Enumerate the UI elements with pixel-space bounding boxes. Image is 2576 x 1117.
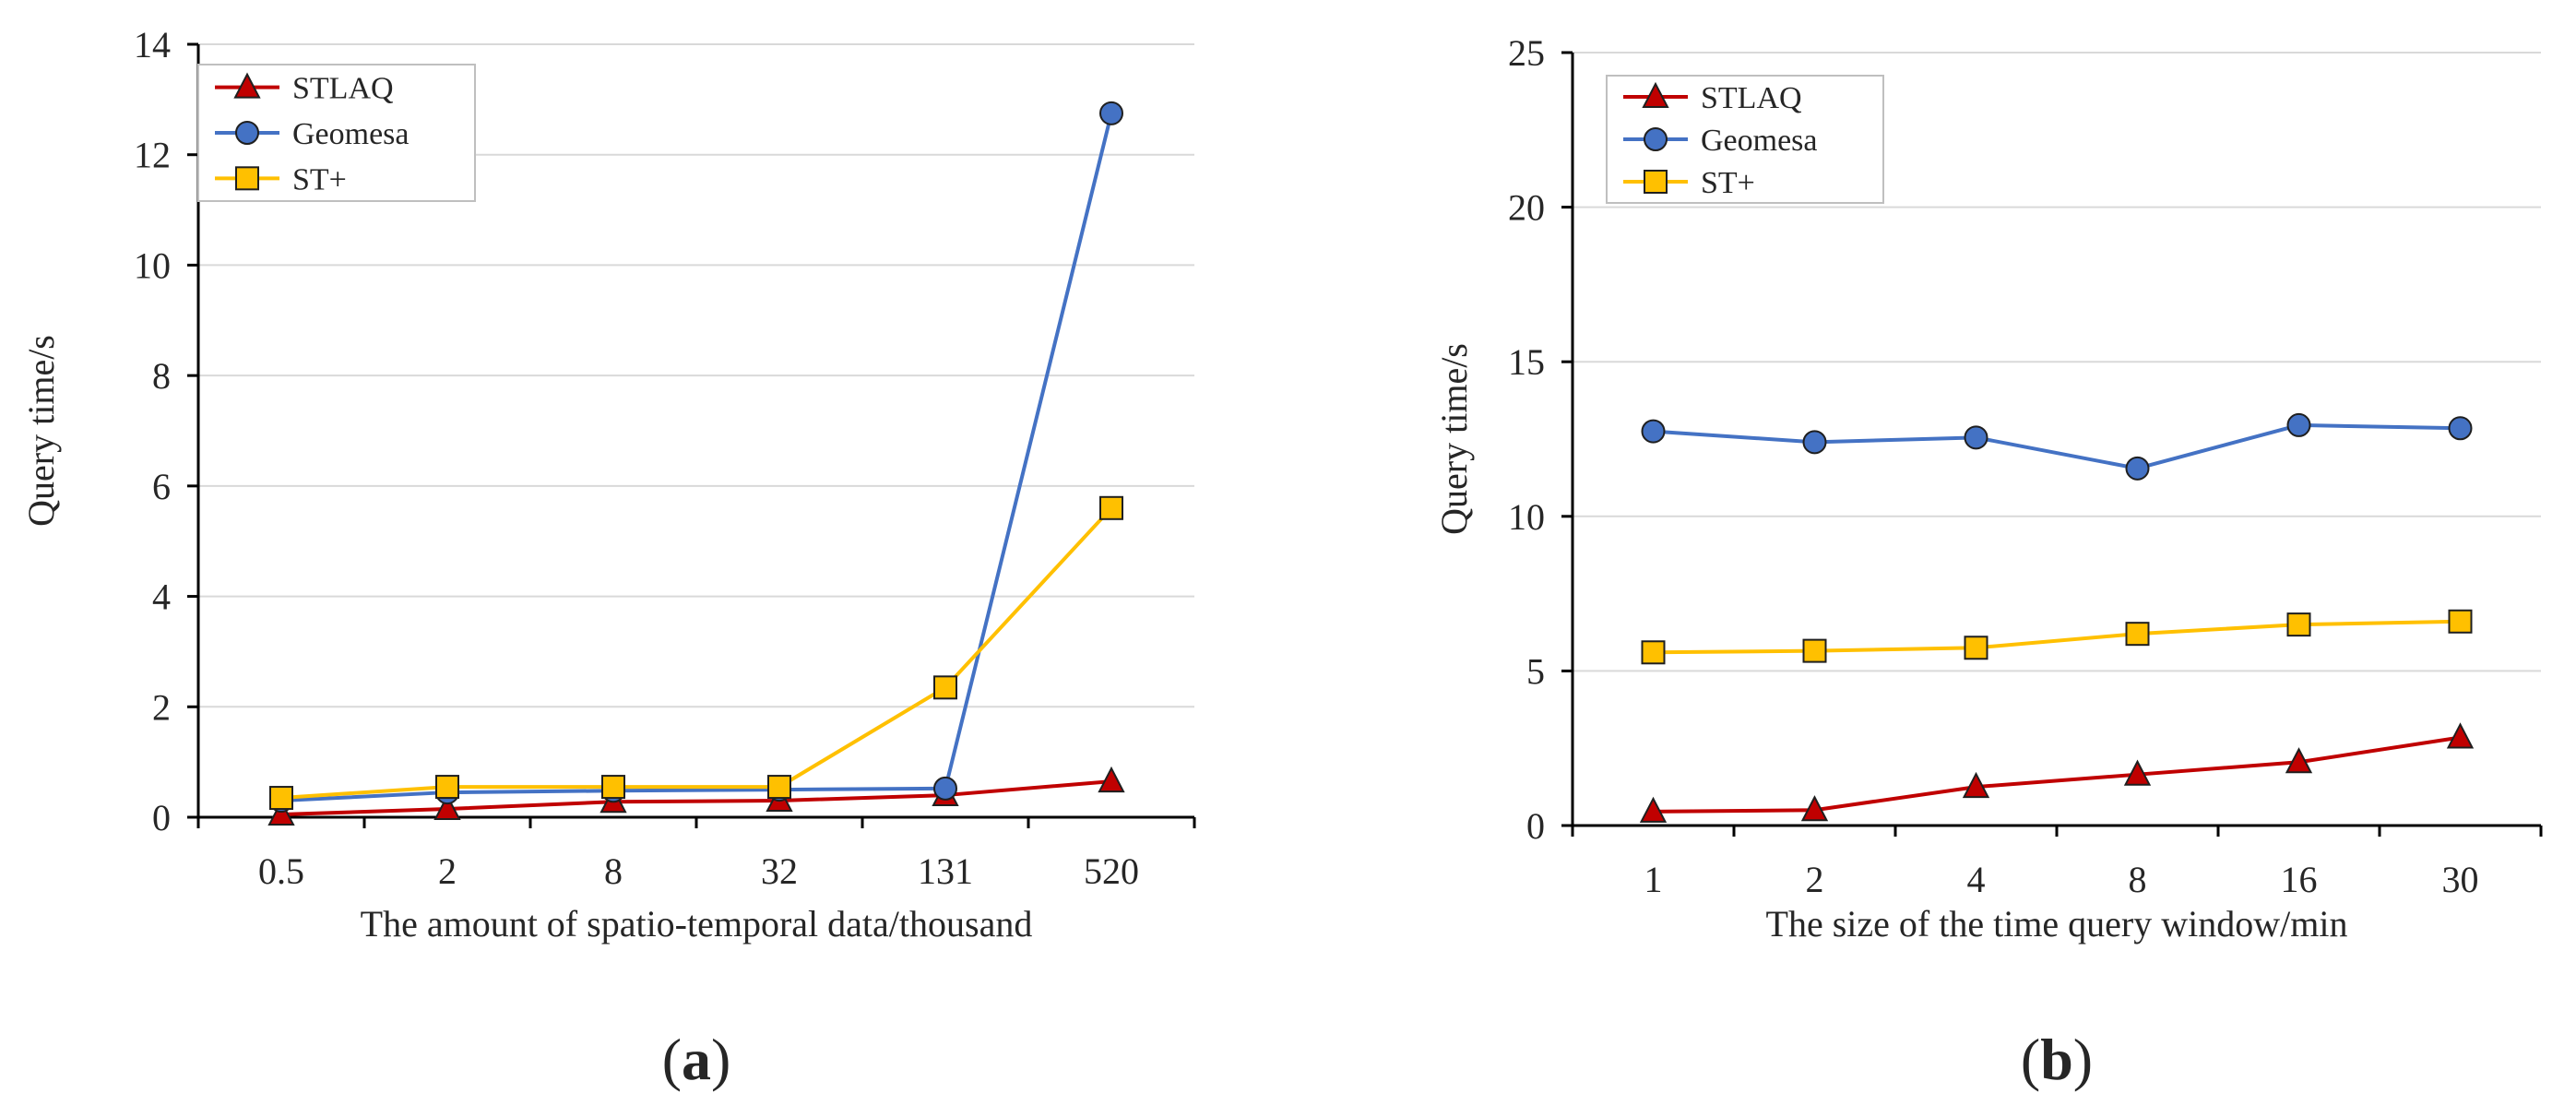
series-line-geomesa	[1653, 422, 2461, 470]
legend-label: STLAQ	[292, 72, 394, 106]
data-point-geomesa	[933, 776, 957, 801]
x-tick-label: 2	[438, 850, 457, 892]
data-point-st-plus	[1641, 640, 1666, 665]
data-point-st-plus	[2125, 622, 2150, 647]
y-tick-label: 4	[152, 576, 171, 618]
legend-marker-stlaq	[1642, 81, 1669, 108]
legend-label: Geomesa	[1701, 124, 1818, 158]
series-line-stlaq	[1653, 735, 2461, 814]
y-tick-label: 25	[1508, 32, 1545, 74]
chart-panel-a: 0 2 4 6 8 10 12 14 0.5 2 8 32 131 520 The amount of sp…	[20, 24, 1196, 1092]
x-tick-label: 131	[918, 850, 973, 892]
data-point-geomesa	[1964, 425, 1988, 450]
data-point-geomesa	[2286, 412, 2311, 437]
legend-label: Geomesa	[292, 117, 410, 151]
chart-panel-b: 0 5 10 15 20 25 1 2 4 8 16 30 The size of the time q…	[1433, 32, 2543, 1092]
data-point-st-plus	[435, 775, 459, 800]
legend-marker-geomesa	[1644, 127, 1668, 151]
x-axis-title: The amount of spatio-temporal data/thous…	[361, 903, 1033, 945]
y-tick-label: 12	[134, 135, 171, 176]
x-tick-label: 520	[1084, 850, 1139, 892]
data-point-st-plus	[1964, 636, 1988, 660]
data-point-geomesa	[1802, 430, 1827, 455]
data-point-st-plus	[1802, 638, 1827, 663]
data-point-st-plus	[2448, 609, 2473, 634]
x-axis-title: The size of the time query window/min	[1766, 903, 2348, 945]
data-point-stlaq	[2446, 722, 2475, 749]
x-tick-label: 32	[761, 850, 798, 892]
y-tick-label: 10	[1508, 496, 1545, 538]
y-tick-label: 6	[152, 466, 171, 507]
y-tick-label: 8	[152, 355, 171, 397]
series-line-st-plus	[280, 506, 1113, 801]
series-line-geomesa	[280, 113, 1113, 803]
data-point-geomesa	[1641, 419, 1666, 444]
legend-marker-geomesa	[235, 121, 259, 145]
y-tick-label: 20	[1508, 187, 1545, 229]
x-tick-label: 30	[2442, 859, 2479, 900]
data-point-stlaq	[1800, 795, 1829, 822]
y-axis-title: Query time/s	[1433, 343, 1475, 535]
data-point-stlaq	[2123, 759, 2152, 786]
data-point-stlaq	[2285, 747, 2313, 774]
data-point-st-plus	[933, 675, 957, 700]
y-tick-label: 0	[152, 797, 171, 838]
data-point-stlaq	[267, 799, 295, 826]
legend-label: ST+	[1701, 166, 1755, 200]
y-tick-label: 5	[1526, 650, 1545, 692]
data-point-geomesa	[1099, 101, 1123, 125]
legend-label: ST+	[292, 162, 347, 196]
y-tick-label: 15	[1508, 341, 1545, 383]
y-tick-label: 2	[152, 686, 171, 728]
legend-marker-stlaq	[233, 72, 261, 99]
x-tick-label: 8	[604, 850, 623, 892]
data-point-stlaq	[1962, 771, 1990, 799]
y-axis-title: Query time/s	[20, 335, 62, 527]
x-tick-label: 0.5	[258, 850, 304, 892]
data-point-st-plus	[269, 786, 293, 811]
series-line-st-plus	[1653, 619, 2461, 655]
y-tick-label: 10	[134, 244, 171, 286]
y-tick-label: 14	[134, 24, 171, 65]
data-point-st-plus	[601, 775, 625, 800]
x-tick-label: 2	[1806, 859, 1824, 900]
x-tick-label: 8	[2129, 859, 2147, 900]
legend-marker-st-plus	[1644, 170, 1668, 194]
data-point-stlaq	[433, 793, 461, 821]
panel-label: (a)	[662, 1027, 731, 1092]
data-point-stlaq	[1098, 766, 1125, 793]
legend-label: STLAQ	[1701, 81, 1802, 115]
series-line-stlaq	[280, 779, 1112, 817]
x-tick-label: 16	[2281, 859, 2318, 900]
data-point-st-plus	[767, 775, 791, 800]
data-point-geomesa	[2448, 416, 2473, 441]
data-point-st-plus	[2286, 612, 2311, 637]
data-point-geomesa	[2125, 456, 2150, 481]
y-tick-label: 0	[1526, 805, 1545, 847]
x-tick-label: 4	[1967, 859, 1986, 900]
x-tick-label: 1	[1644, 859, 1663, 900]
panel-label: (b)	[2021, 1027, 2093, 1092]
data-point-stlaq	[1639, 796, 1668, 823]
data-point-st-plus	[1099, 495, 1123, 520]
legend-marker-st-plus	[235, 166, 259, 191]
